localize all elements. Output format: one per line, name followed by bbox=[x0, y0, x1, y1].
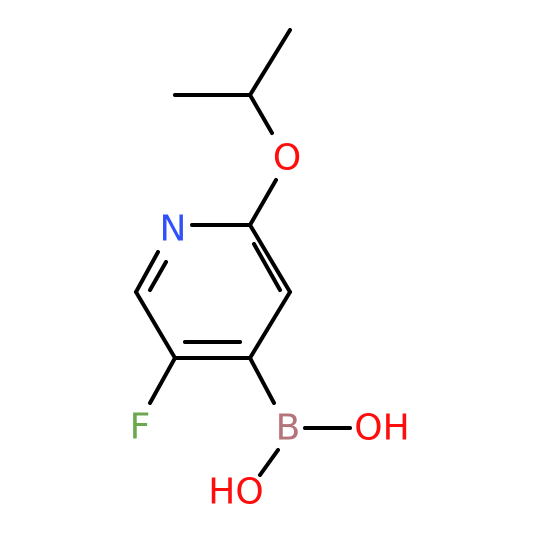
atom-label: B bbox=[276, 408, 301, 449]
atom-label: F bbox=[130, 407, 151, 448]
atom-label: HO bbox=[208, 472, 263, 513]
atom-label: N bbox=[160, 209, 187, 250]
atom-label: OH bbox=[354, 408, 409, 449]
bonds bbox=[134, 28, 352, 477]
atom-label: O bbox=[273, 138, 301, 179]
